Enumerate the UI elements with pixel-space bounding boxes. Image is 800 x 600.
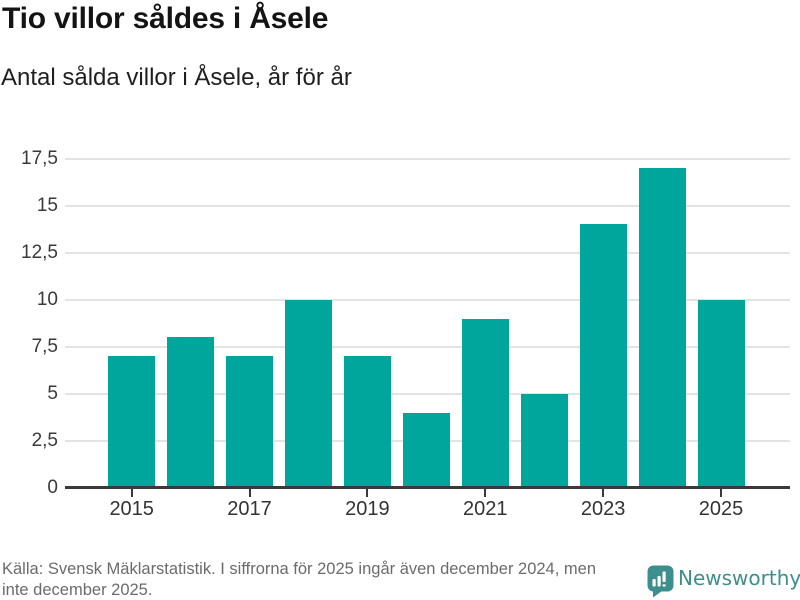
x-axis-label: 2015 (109, 498, 154, 520)
page-title: Tio villor såldes i Åsele (2, 2, 329, 35)
brand-logo: Newsworthy (647, 564, 800, 598)
bar-2024 (638, 168, 686, 488)
bar-2020 (402, 412, 450, 488)
x-axis-label: 2023 (580, 498, 626, 520)
bar-2017 (226, 356, 274, 488)
x-axis-label: 2025 (698, 498, 744, 520)
bar-2025 (697, 299, 745, 488)
x-axis-label: 2017 (227, 498, 272, 520)
x-axis-tick (248, 489, 251, 497)
bar-2018 (284, 299, 332, 488)
y-axis-label: 2,5 (31, 429, 58, 451)
brand-name: Newsworthy (678, 566, 800, 590)
x-axis-tick (130, 489, 133, 497)
bar-2015 (108, 356, 156, 488)
page-subtitle: Antal sålda villor i Åsele, år för år (1, 64, 352, 91)
x-axis-tick (366, 489, 369, 497)
x-axis-tick (602, 489, 605, 497)
x-axis-label: 2021 (463, 498, 508, 520)
gridline (65, 204, 790, 207)
x-axis-line (65, 486, 790, 489)
y-axis-label: 0 (47, 477, 58, 498)
bar-2022 (520, 393, 568, 488)
source-note: Källa: Svensk Mäklarstatistik. I siffror… (2, 559, 650, 600)
bar-2016 (167, 337, 215, 488)
gridline (65, 298, 790, 301)
gridline (65, 251, 790, 254)
y-axis-label: 12,5 (21, 241, 58, 263)
x-axis-tick (484, 489, 487, 497)
y-axis-label: 10 (36, 288, 58, 310)
newsworthy-logo-icon (647, 565, 674, 598)
source-note-line2: inte december 2025. (2, 580, 153, 599)
y-axis-label: 7,5 (31, 335, 58, 357)
source-note-line1: Källa: Svensk Mäklarstatistik. I siffror… (2, 560, 596, 578)
gridline (65, 157, 790, 160)
x-axis-label: 2019 (345, 498, 390, 520)
bar-2019 (343, 356, 391, 488)
bar-2023 (579, 224, 627, 488)
gridline (65, 345, 790, 348)
bar-2021 (461, 318, 509, 488)
x-axis-tick (720, 489, 722, 497)
y-axis-label: 15 (36, 194, 58, 216)
gridline (65, 392, 790, 395)
y-axis-label: 5 (47, 382, 58, 404)
y-axis-label: 17,5 (21, 147, 58, 169)
